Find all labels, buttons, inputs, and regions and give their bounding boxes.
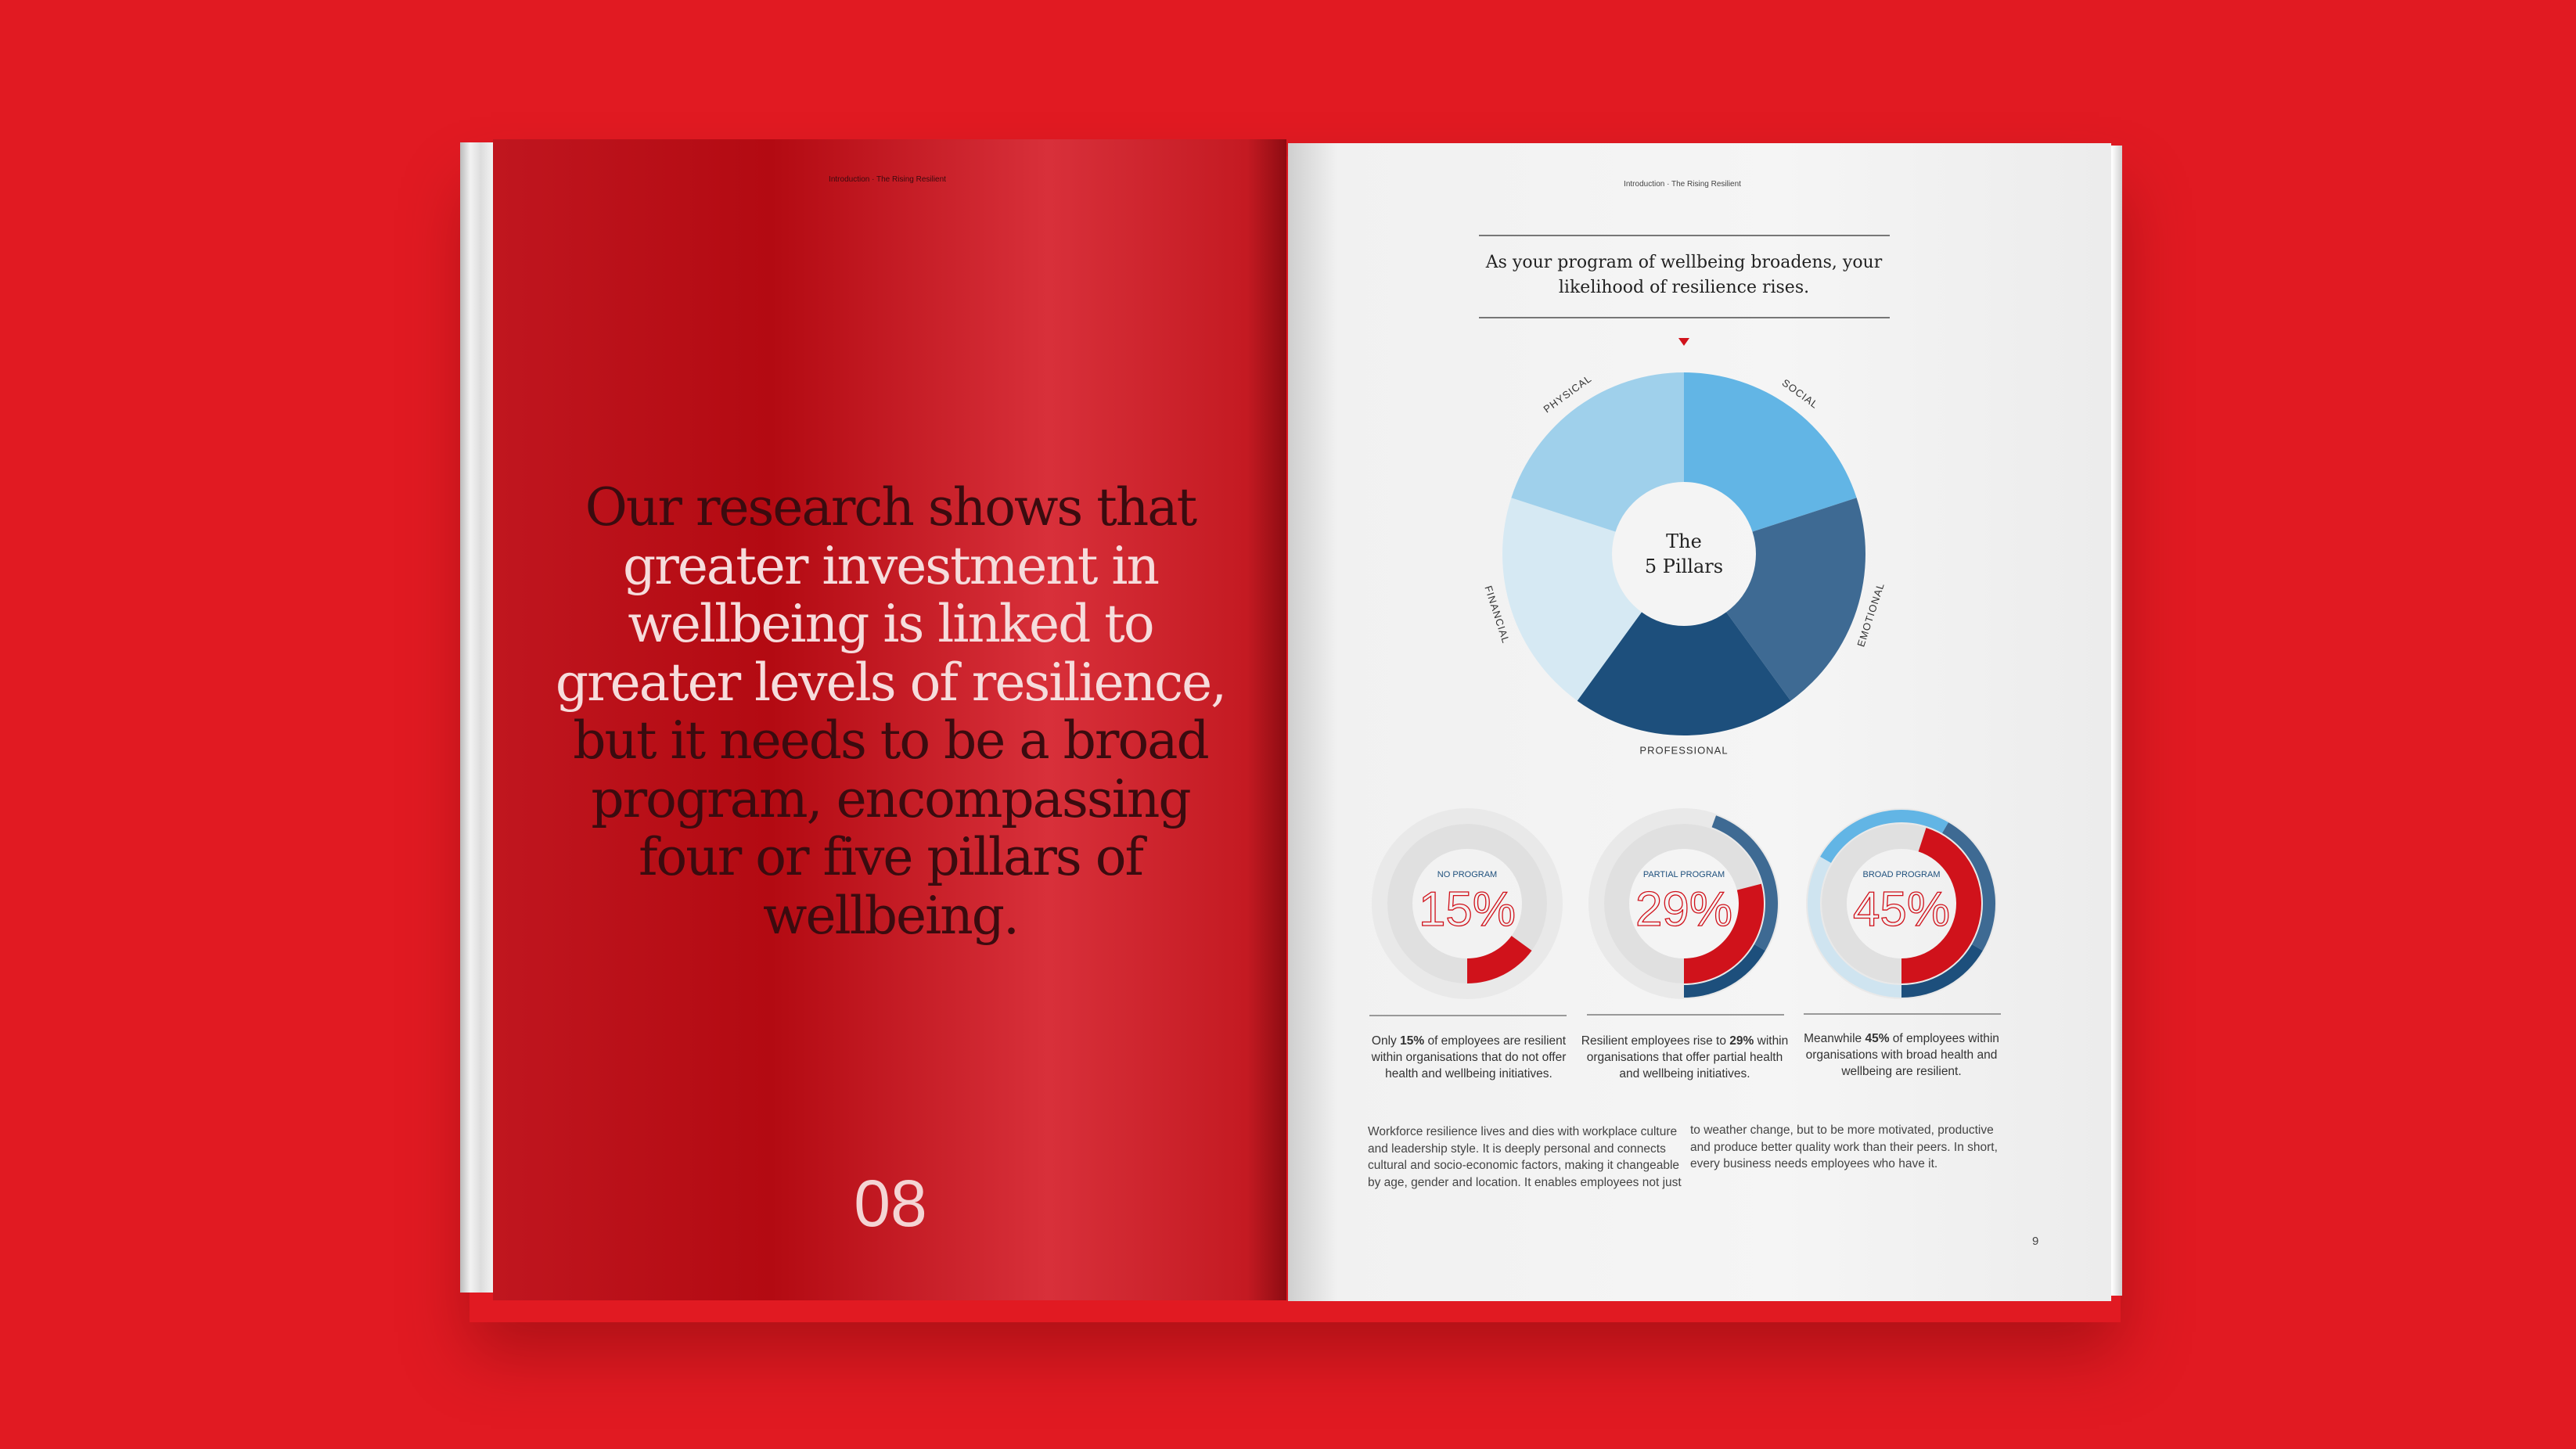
caption-text: Only [1371, 1034, 1401, 1048]
pie-slice-emotional [1726, 498, 1865, 701]
donut-outer-arc [1901, 944, 1983, 998]
donut-outer-arc [1808, 857, 1901, 998]
donut-outer-arc [1942, 822, 1995, 951]
donut-category-label: NO PROGRAM [1437, 870, 1497, 879]
donut-outer-track [1372, 808, 1563, 999]
quote-part-3: but it needs to be a broad program, enco… [573, 710, 1210, 946]
donut-category-label: PARTIAL PROGRAM [1643, 870, 1725, 879]
donut-outer-arc [1684, 944, 1765, 998]
left-page [493, 139, 1286, 1300]
body-column-2: to weather change, but to be more motiva… [1690, 1124, 1998, 1170]
caption-rule-1 [1369, 1015, 1567, 1016]
left-page-number: 08 [854, 1167, 927, 1240]
page-stack-left [460, 142, 495, 1293]
donut-value-arc [1901, 827, 1982, 983]
body-column-1: Workforce resilience lives and dies with… [1368, 1125, 1682, 1189]
pie-slice-financial [1502, 498, 1642, 701]
donut-outer-arc [1711, 815, 1778, 951]
donut-percent-label: 45% [1853, 883, 1950, 937]
page-heading: As your program of wellbeing broadens, y… [1485, 253, 1883, 297]
heading-rule-top [1479, 235, 1890, 236]
donut-outer-arc [1820, 810, 1948, 863]
donut-category-label: BROAD PROGRAM [1862, 870, 1940, 879]
pie-slice-social [1684, 372, 1857, 532]
caption-value: 15% [1400, 1034, 1425, 1048]
caption-no-program: Only 15% of employees are resilient with… [1363, 1033, 1574, 1082]
caption-text: Meanwhile [1804, 1032, 1865, 1045]
donut-percent-label: 15% [1419, 883, 1516, 937]
left-running-header: Introduction · The Rising Resilient [829, 175, 946, 184]
pie-slice-physical [1511, 372, 1684, 532]
caption-broad-program: Meanwhile 45% of employees within organi… [1796, 1030, 2007, 1080]
pie-center-label: 5 Pillars [1645, 556, 1723, 577]
quote-part-2: greater investment in wellbeing is linke… [555, 535, 1227, 713]
right-running-header: Introduction · The Rising Resilient [1624, 180, 1741, 189]
pie-label-professional: PROFESSIONAL [1639, 744, 1728, 756]
caption-partial-program: Resilient employees rise to 29% within o… [1579, 1033, 1790, 1082]
start-marker-icon [1678, 338, 1689, 346]
heading-rule-bottom [1479, 317, 1890, 318]
pie-slice-professional [1577, 612, 1791, 735]
donut-value-arc [1467, 936, 1532, 983]
pie-center-label: The [1666, 530, 1702, 552]
donut-percent-label: 29% [1635, 883, 1732, 937]
caption-text: of employees are resilient within organi… [1371, 1034, 1567, 1080]
caption-value: 45% [1865, 1032, 1890, 1045]
quote-part-1: Our research shows that [585, 477, 1197, 538]
caption-text: within organisations that offer partial … [1586, 1034, 1789, 1080]
right-page-number: 9 [2032, 1235, 2039, 1248]
caption-text: Resilient employees rise to [1581, 1034, 1730, 1048]
caption-rule-3 [1804, 1013, 2001, 1015]
caption-value: 29% [1729, 1034, 1754, 1048]
pull-quote: Our research shows that greater investme… [538, 477, 1243, 946]
donut-value-arc [1684, 883, 1764, 983]
caption-text: of employees within organisations with b… [1805, 1032, 1999, 1078]
caption-rule-2 [1587, 1014, 1784, 1016]
